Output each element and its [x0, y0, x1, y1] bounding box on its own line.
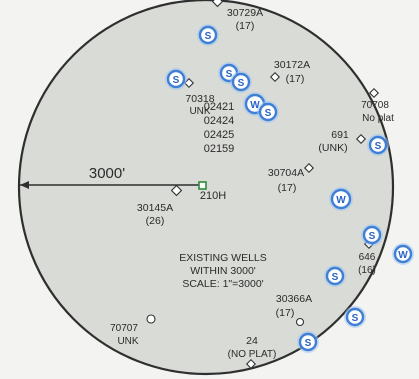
- well-id: 691: [331, 129, 349, 141]
- radius-boundary-circle: [17, 0, 395, 376]
- center-well-id-3: 02425: [204, 129, 235, 141]
- well-sub: (17): [236, 20, 255, 32]
- well-sub: (26): [146, 215, 165, 227]
- well-70318[interactable]: 70318 UNK: [183, 77, 215, 117]
- well-sub: (17): [286, 73, 305, 85]
- marker-letter: W: [250, 100, 260, 111]
- well-circle-icon: [295, 317, 305, 327]
- well-sub: (NO PLAT): [228, 349, 277, 360]
- arrow-head-icon: [20, 181, 29, 189]
- well-sub: (17): [276, 307, 295, 319]
- marker-w-2[interactable]: W: [329, 187, 353, 211]
- marker-letter: S: [173, 75, 180, 86]
- well-diamond-icon: [245, 358, 257, 370]
- center-well-id-1: 02421: [204, 101, 235, 113]
- marker-s-5[interactable]: S: [257, 101, 279, 123]
- well-sub: (UNK): [318, 142, 347, 154]
- well-diamond-icon: [355, 133, 367, 145]
- marker-letter: S: [238, 78, 245, 89]
- marker-letter: S: [352, 313, 359, 324]
- legend-line-2: WITHIN 3000': [190, 265, 256, 277]
- marker-letter: S: [369, 231, 376, 242]
- marker-letter: S: [332, 272, 339, 283]
- marker-letter: S: [226, 69, 233, 80]
- center-well-label: 210H: [200, 190, 226, 202]
- well-id: 646: [359, 252, 376, 263]
- well-30145A[interactable]: 30145A (26): [137, 184, 183, 227]
- well-diamond-icon: [303, 162, 315, 174]
- well-id: 30145A: [137, 202, 173, 214]
- well-691[interactable]: 691 (UNK): [318, 129, 367, 154]
- well-circle-icon: [146, 314, 156, 324]
- marker-s-4[interactable]: S: [230, 71, 252, 93]
- well-30704A[interactable]: 30704A (17): [268, 162, 315, 194]
- well-24[interactable]: 24 (NO PLAT): [228, 335, 277, 370]
- marker-letter: W: [336, 195, 346, 206]
- marker-letter: S: [205, 31, 212, 42]
- well-sub: No plat: [362, 113, 394, 124]
- well-sub: UNK: [189, 106, 210, 117]
- marker-s-1[interactable]: S: [197, 24, 219, 46]
- marker-s-6[interactable]: S: [367, 134, 389, 156]
- marker-letter: W: [398, 250, 408, 261]
- well-id: 24: [246, 335, 258, 347]
- marker-s-10[interactable]: S: [297, 331, 319, 353]
- marker-s-9[interactable]: S: [344, 306, 366, 328]
- center-well[interactable]: 02421 02424 02425 02159 210H: [198, 101, 235, 202]
- well-70707[interactable]: 70707 UNK: [110, 314, 156, 347]
- well-30366A[interactable]: 30366A (17): [276, 293, 312, 327]
- well-id: 30366A: [276, 293, 312, 305]
- well-30172A[interactable]: 30172A (17): [269, 59, 310, 85]
- marker-s-8[interactable]: S: [324, 265, 346, 287]
- center-well-id-4: 02159: [204, 143, 235, 155]
- marker-w-3[interactable]: W: [392, 243, 414, 265]
- well-diamond-icon: [269, 71, 281, 83]
- well-id: 70707: [110, 323, 138, 334]
- well-id: 30704A: [268, 167, 304, 179]
- well-diamond-icon: [211, 0, 224, 8]
- well-id: 70708: [361, 100, 389, 111]
- center-well-marker-icon: [198, 181, 207, 190]
- marker-letter: S: [305, 338, 312, 349]
- marker-letter: S: [375, 141, 382, 152]
- center-well-id-2: 02424: [204, 115, 235, 127]
- well-70708[interactable]: 70708 No plat: [361, 87, 394, 124]
- legend-line-1: EXISTING WELLS: [179, 252, 267, 264]
- marker-s-2[interactable]: S: [165, 68, 187, 90]
- well-id: 30729A: [227, 7, 263, 19]
- map-legend: EXISTING WELLS WITHIN 3000' SCALE: 1"=30…: [179, 252, 267, 290]
- well-sub: (17): [278, 182, 297, 194]
- well-diamond-icon: [183, 77, 195, 89]
- well-30729A[interactable]: 30729A (17): [211, 0, 264, 32]
- legend-line-3: SCALE: 1"=3000': [182, 278, 263, 290]
- well-diamond-icon: [170, 184, 183, 197]
- well-sub: (16): [358, 265, 376, 276]
- well-diamond-icon: [368, 87, 380, 99]
- radius-arrow: [20, 181, 200, 189]
- well-id: 70318: [185, 93, 214, 105]
- marker-s-7[interactable]: S: [361, 224, 383, 246]
- well-sub: UNK: [117, 336, 138, 347]
- marker-letter: S: [265, 108, 272, 119]
- radius-label: 3000': [89, 165, 125, 182]
- well-id: 30172A: [274, 59, 310, 71]
